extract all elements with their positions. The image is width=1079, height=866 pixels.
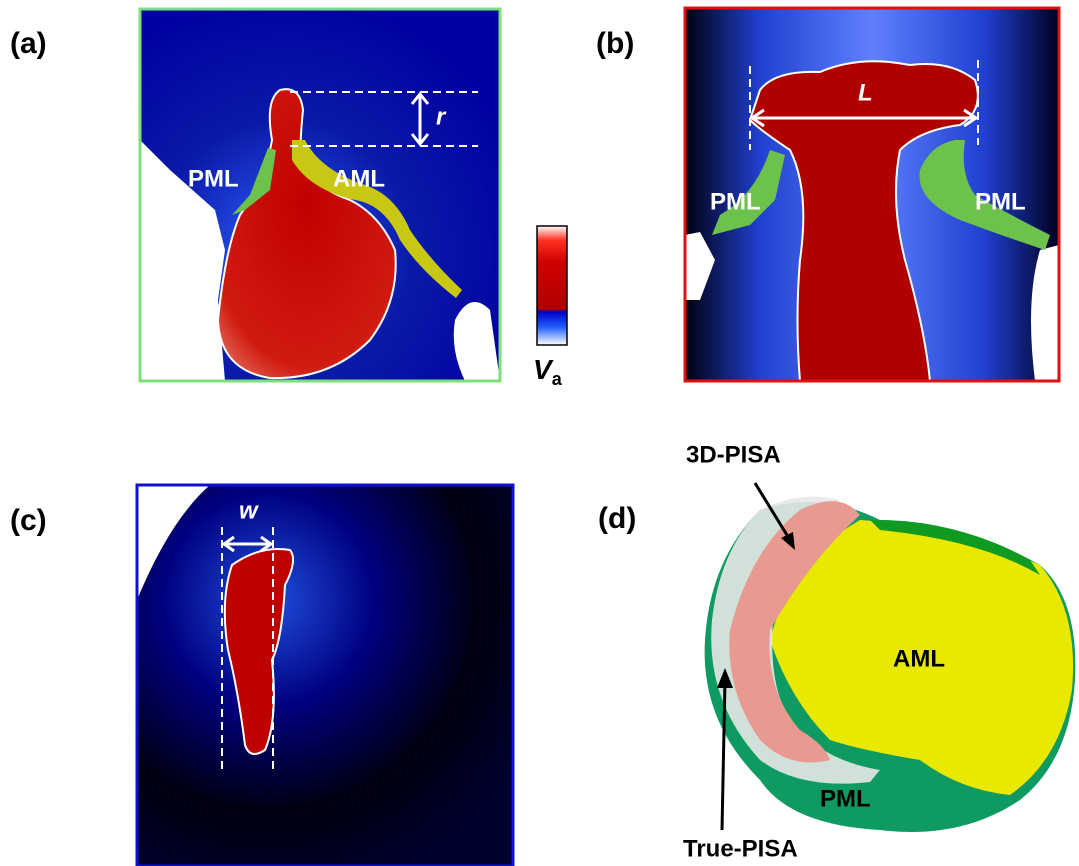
arrow-head [221, 535, 274, 553]
void [453, 302, 500, 381]
annotation: True-PISA [683, 835, 798, 862]
annotation: PML [188, 165, 239, 192]
void [137, 485, 210, 600]
panel-label: (c) [10, 504, 47, 537]
colorbar-subscript: a [552, 369, 563, 389]
annotation: PML [975, 188, 1026, 215]
annotation: w [239, 497, 259, 524]
colorbar-label: Va [533, 354, 563, 388]
panel-label: (d) [598, 502, 636, 535]
leaflet [292, 140, 462, 298]
annotation: L [858, 79, 873, 106]
panel-frame [135, 483, 515, 866]
annotation: 3D-PISA [686, 441, 781, 468]
annotation: AML [333, 165, 385, 192]
void [1031, 245, 1059, 381]
jet [748, 60, 979, 382]
arrow-head [410, 91, 430, 147]
leaflet [712, 150, 785, 235]
void [685, 232, 715, 300]
annotation: PML [710, 188, 761, 215]
leaflet [919, 140, 1050, 250]
annotation: AML [893, 645, 945, 672]
panel-frame [138, 7, 502, 383]
leaflet-aml [770, 520, 1074, 795]
arrow-head [717, 668, 733, 688]
pisa-3d [729, 501, 860, 763]
colorbar-label: V [533, 354, 554, 385]
arrow-head [749, 108, 979, 128]
leaflet-edge [870, 520, 1040, 575]
leaflet [232, 148, 276, 215]
arrow-head [781, 532, 795, 550]
annotation: r [436, 103, 447, 130]
jet [223, 548, 295, 755]
void [140, 140, 225, 381]
panel-label: (b) [596, 27, 634, 60]
pointer-arrow [720, 679, 727, 831]
panel-image [137, 485, 513, 866]
panel-label: (a) [10, 27, 47, 60]
colorbar [536, 225, 568, 346]
panel-frame [683, 6, 1061, 383]
annotation: PML [820, 785, 871, 812]
pointer-arrow [753, 482, 792, 541]
